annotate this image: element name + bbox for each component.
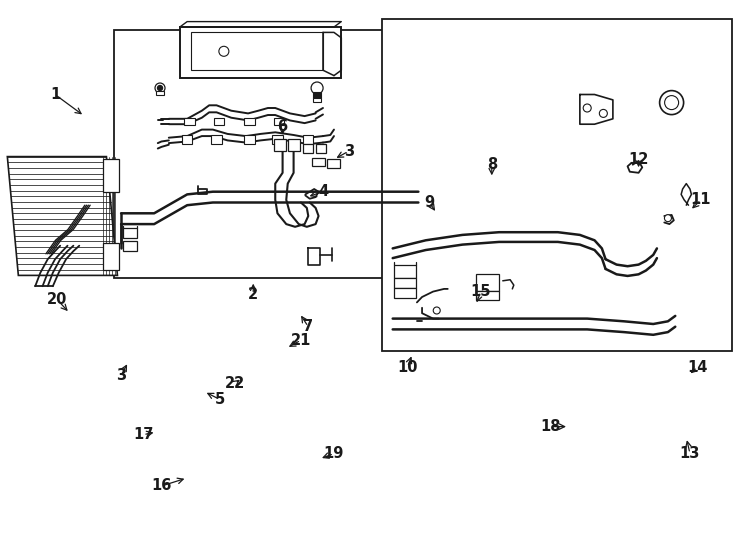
Text: 14: 14 — [687, 360, 708, 375]
Bar — [103, 243, 119, 270]
Text: 6: 6 — [277, 119, 288, 134]
Bar — [244, 135, 255, 144]
Bar — [272, 135, 283, 144]
Text: 9: 9 — [424, 195, 435, 210]
Circle shape — [155, 83, 165, 93]
Bar — [312, 158, 325, 166]
Circle shape — [600, 110, 607, 117]
Bar — [274, 139, 286, 151]
Text: 4: 4 — [318, 184, 328, 199]
Text: 3: 3 — [344, 144, 354, 159]
Circle shape — [584, 104, 591, 112]
Bar — [476, 274, 499, 291]
Text: 22: 22 — [225, 376, 245, 391]
Text: 5: 5 — [215, 392, 225, 407]
Circle shape — [158, 85, 162, 91]
Circle shape — [219, 46, 229, 56]
Bar — [103, 159, 119, 192]
Bar — [114, 30, 422, 278]
Bar — [156, 91, 164, 95]
Bar — [394, 288, 416, 298]
Text: 13: 13 — [680, 446, 700, 461]
Bar — [382, 19, 732, 351]
Bar — [476, 291, 499, 300]
Bar — [214, 118, 224, 125]
Circle shape — [664, 215, 672, 221]
Circle shape — [433, 307, 440, 314]
Circle shape — [664, 96, 679, 110]
Bar — [313, 92, 321, 98]
Bar — [211, 135, 222, 144]
Bar — [327, 159, 340, 168]
Text: 18: 18 — [540, 419, 561, 434]
Text: 3: 3 — [116, 368, 126, 383]
Bar — [394, 265, 416, 278]
Bar — [288, 139, 300, 151]
Bar — [191, 32, 323, 70]
Bar — [303, 135, 313, 144]
Text: 19: 19 — [324, 446, 344, 461]
Text: 7: 7 — [303, 319, 313, 334]
Bar — [313, 98, 321, 102]
Text: 16: 16 — [151, 478, 172, 494]
Bar — [303, 144, 313, 153]
Text: 15: 15 — [470, 284, 491, 299]
Bar — [123, 228, 137, 238]
Polygon shape — [7, 157, 117, 275]
Text: 8: 8 — [487, 157, 497, 172]
Text: 1: 1 — [50, 87, 60, 102]
Circle shape — [660, 91, 683, 114]
Bar — [180, 27, 341, 78]
Text: 17: 17 — [133, 427, 153, 442]
Text: 20: 20 — [47, 292, 68, 307]
Circle shape — [311, 82, 323, 94]
Text: 2: 2 — [248, 287, 258, 302]
Text: 10: 10 — [397, 360, 418, 375]
Text: 21: 21 — [291, 333, 311, 348]
Bar — [184, 118, 195, 125]
Text: 12: 12 — [628, 152, 649, 167]
Bar — [274, 118, 284, 125]
Bar — [316, 144, 326, 153]
Bar — [182, 135, 192, 144]
Text: 11: 11 — [691, 192, 711, 207]
Bar — [394, 278, 416, 288]
Bar — [123, 241, 137, 251]
Bar — [244, 118, 255, 125]
